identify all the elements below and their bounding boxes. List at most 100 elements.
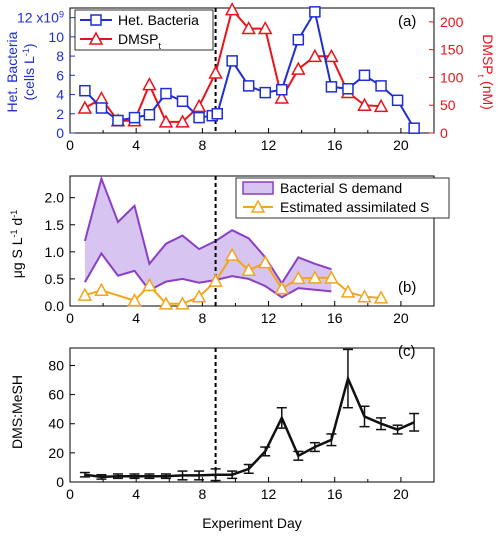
y-tick-label: 60 (48, 387, 64, 403)
assimilated-point (291, 270, 306, 285)
dmsp-point (291, 61, 306, 75)
bacteria-point (176, 95, 189, 108)
x-tick-label: 4 (132, 137, 140, 153)
x-tick-label: 0 (66, 137, 74, 153)
dmsp-point (357, 97, 372, 111)
bacteria-point (375, 80, 387, 92)
plot-frame-c (69, 347, 435, 483)
x-tick-label: 16 (327, 486, 343, 502)
dmsp-point (257, 20, 273, 35)
assimilated-point (257, 255, 273, 269)
series-group-b (77, 247, 389, 310)
left-tick-label: 6 (56, 67, 64, 83)
legend-marker-bacteria (90, 14, 102, 26)
plot-frame-b (69, 175, 435, 307)
bacteria-point (226, 55, 238, 67)
assimilated-point (373, 290, 389, 304)
series-group-c (79, 348, 420, 482)
legend-marker-dmsp (88, 31, 104, 45)
bacteria-point (242, 80, 255, 92)
dmsp-point (191, 98, 207, 113)
bacteria-line (84, 9, 415, 129)
x-axis-label: Experiment Day (202, 515, 302, 531)
assimilated-point (77, 287, 93, 301)
y-tick-label: 0.5 (45, 271, 65, 287)
plot-frame-a (69, 7, 435, 134)
y-tick-label: 1.0 (45, 244, 65, 260)
dmsp-point (208, 65, 223, 79)
panel-label-b: (b) (398, 279, 416, 296)
y-tick-label: 1.5 (45, 217, 65, 233)
x-axis-ticks-b: 0 4 8 12 16 20 (66, 301, 409, 326)
bacteria-point (292, 33, 305, 46)
demand-lower-line (84, 251, 332, 299)
bacteria-point (95, 102, 108, 114)
x-axis-ticks-c: 0 4 8 12 16 20 (66, 477, 409, 502)
left-tick-label: 12 x109 (17, 10, 64, 26)
bacteria-point (325, 81, 338, 93)
right-axis-ticks-a: 0 50 100 150 200 (429, 14, 464, 141)
x-tick-label: 4 (132, 486, 140, 502)
x-tick-label: 12 (261, 486, 277, 502)
left-axis-ticks-a: 0 2 4 6 8 10 12 x109 (17, 10, 75, 141)
bacteria-point (358, 69, 371, 82)
y-axis-ticks-b: 0.0 0.5 1.0 1.5 2.0 (45, 190, 75, 314)
assimilated-point (94, 282, 109, 297)
assimilated-point (274, 281, 290, 295)
assimilated-point (175, 296, 190, 310)
panel-c: (c) DMS:MeSH 0 20 40 60 80 0 4 8 12 16 20 (9, 343, 435, 502)
y-axis-label-b: μg S L-1 d-1 (9, 210, 25, 278)
panel-label-a: (a) (398, 13, 416, 30)
y-tick-label: 80 (48, 357, 64, 373)
bacteria-point (391, 94, 404, 107)
right-tick-label: 150 (440, 42, 464, 58)
assimilated-point (340, 284, 356, 298)
legend-a: Het. Bacteria DMSPt (74, 9, 214, 51)
panel-a: (a) Het. Bacteria (cells L-1) DMSPt (nM)… (4, 2, 496, 153)
right-tick-label: 50 (440, 97, 456, 113)
x-tick-label: 20 (393, 310, 409, 326)
y-tick-label: 2.0 (45, 190, 65, 206)
bacteria-point (276, 83, 288, 96)
x-tick-label: 20 (393, 486, 409, 502)
y-tick-label: 40 (48, 416, 64, 432)
bacteria-point (408, 122, 420, 134)
left-tick-label: 4 (56, 87, 64, 103)
dmsp-point (274, 90, 290, 104)
series-group-a (77, 2, 420, 134)
assimilated-point (142, 277, 157, 292)
assimilated-point (127, 293, 142, 307)
assimilated-point (307, 270, 323, 284)
y-axis-ticks-c: 0 20 40 60 80 (48, 357, 75, 490)
bacteria-point (143, 108, 156, 121)
assimilated-point (191, 289, 207, 303)
bacteria-point (128, 111, 141, 124)
x-tick-label: 12 (261, 137, 277, 153)
panel-label-c: (c) (398, 343, 416, 360)
y-tick-label: 20 (48, 445, 64, 461)
x-tick-label: 12 (261, 310, 277, 326)
left-axis-unit-a: (cells L-1) (21, 43, 37, 100)
right-axis-label-a: DMSPt (nM) (476, 34, 496, 110)
bacteria-point (112, 114, 124, 127)
bacteria-point (211, 108, 224, 120)
y-tick-label: 0 (56, 474, 64, 490)
y-axis-label-c: DMS:MeSH (9, 375, 25, 449)
right-tick-label: 100 (440, 69, 464, 85)
assimilated-point (357, 289, 372, 303)
bacteria-point (79, 84, 91, 97)
dmsp-point (175, 114, 190, 128)
dmsp-point (373, 98, 389, 113)
left-tick-label: 0 (56, 125, 64, 141)
x-tick-label: 16 (327, 137, 343, 153)
x-tick-label: 4 (132, 310, 140, 326)
demand-upper-line (83, 175, 332, 286)
x-tick-label: 0 (66, 486, 74, 502)
bacteria-point (309, 6, 321, 18)
legend-b: Bacterial S demand Estimated assimilated… (235, 177, 450, 219)
dmsp-point (77, 100, 93, 114)
assimilated-point (208, 273, 223, 287)
right-tick-label: 200 (440, 14, 464, 30)
panel-b: (b) μg S L-1 d-1 0.0 0.5 1.0 1.5 2.0 0 4 8 12 16… (9, 175, 450, 326)
